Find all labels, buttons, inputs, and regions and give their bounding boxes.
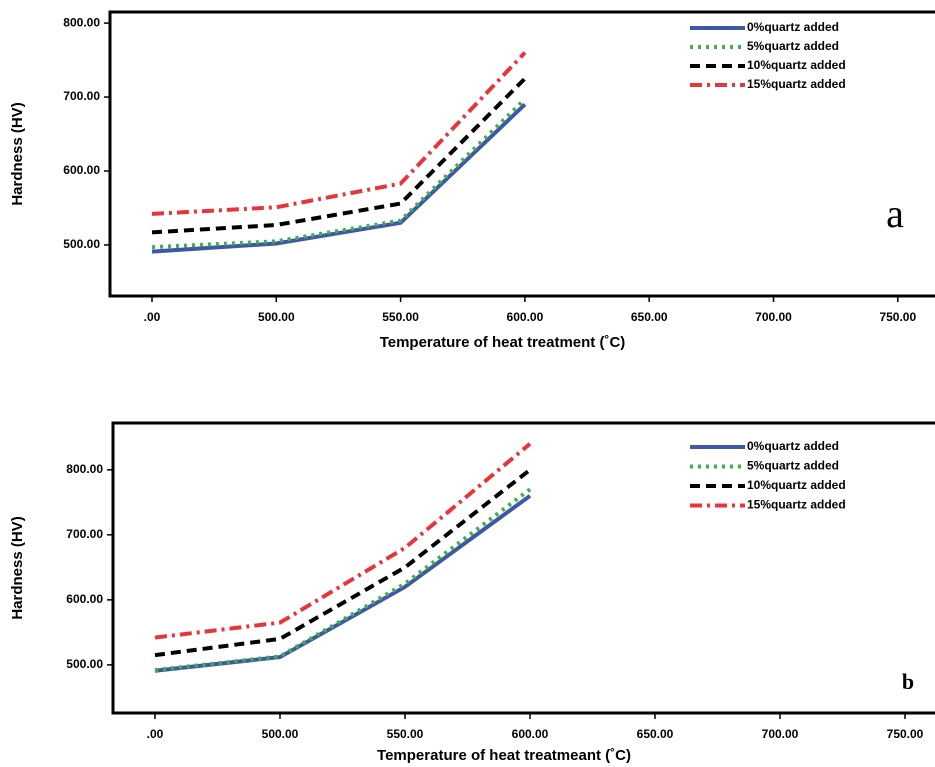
x-tick-label: .00 (147, 727, 164, 741)
x-tick-label: 700.00 (755, 310, 792, 324)
series-line (151, 102, 527, 254)
plot-frame (111, 421, 935, 715)
legend-label: 15%quartz added (747, 77, 846, 91)
y-axis-title: Hardness (HV) (9, 516, 26, 619)
legend-label: 10%quartz added (747, 58, 846, 72)
x-tick-label: 650.00 (631, 310, 668, 324)
legend-label: 0%quartz added (747, 20, 839, 34)
x-tick-label: 600.00 (512, 727, 549, 741)
y-tick-label: 600.00 (63, 163, 100, 177)
x-tick-label: 550.00 (382, 310, 419, 324)
y-tick-label: 700.00 (66, 527, 103, 541)
series-line (151, 77, 527, 235)
series-line (151, 97, 527, 250)
x-tick-label: 750.00 (879, 310, 916, 324)
x-tick-label: 650.00 (637, 727, 674, 741)
y-tick-label: 800.00 (66, 462, 103, 476)
plot-frame (108, 10, 935, 298)
legend-label: 5%quartz added (747, 39, 839, 53)
y-tick-label: 600.00 (66, 592, 103, 606)
series-line (154, 468, 532, 658)
y-tick-label: 800.00 (63, 15, 100, 29)
series-line (154, 442, 532, 640)
legend-label: 0%quartz added (747, 439, 839, 453)
legend-label: 10%quartz added (747, 478, 846, 492)
series-line (154, 494, 532, 673)
x-axis-title: Temperature of heat treatment (˚C) (380, 334, 626, 351)
x-axis-title: Temperature of heat treatmeant (˚C) (377, 747, 631, 764)
x-tick-label: .00 (144, 310, 161, 324)
panel-label: a (886, 191, 904, 236)
series-line (151, 51, 527, 216)
y-tick-label: 500.00 (63, 237, 100, 251)
legend-label: 5%quartz added (747, 459, 839, 473)
panel-label: b (902, 669, 914, 694)
y-tick-label: 700.00 (63, 89, 100, 103)
series-line (154, 487, 532, 673)
x-tick-label: 500.00 (258, 310, 295, 324)
legend-label: 15%quartz added (747, 498, 846, 512)
x-tick-label: 750.00 (887, 727, 924, 741)
x-tick-label: 600.00 (507, 310, 544, 324)
x-tick-label: 700.00 (762, 727, 799, 741)
x-tick-label: 550.00 (387, 727, 424, 741)
y-tick-label: 500.00 (66, 657, 103, 671)
x-tick-label: 500.00 (262, 727, 299, 741)
y-axis-title: Hardness (HV) (9, 102, 26, 205)
